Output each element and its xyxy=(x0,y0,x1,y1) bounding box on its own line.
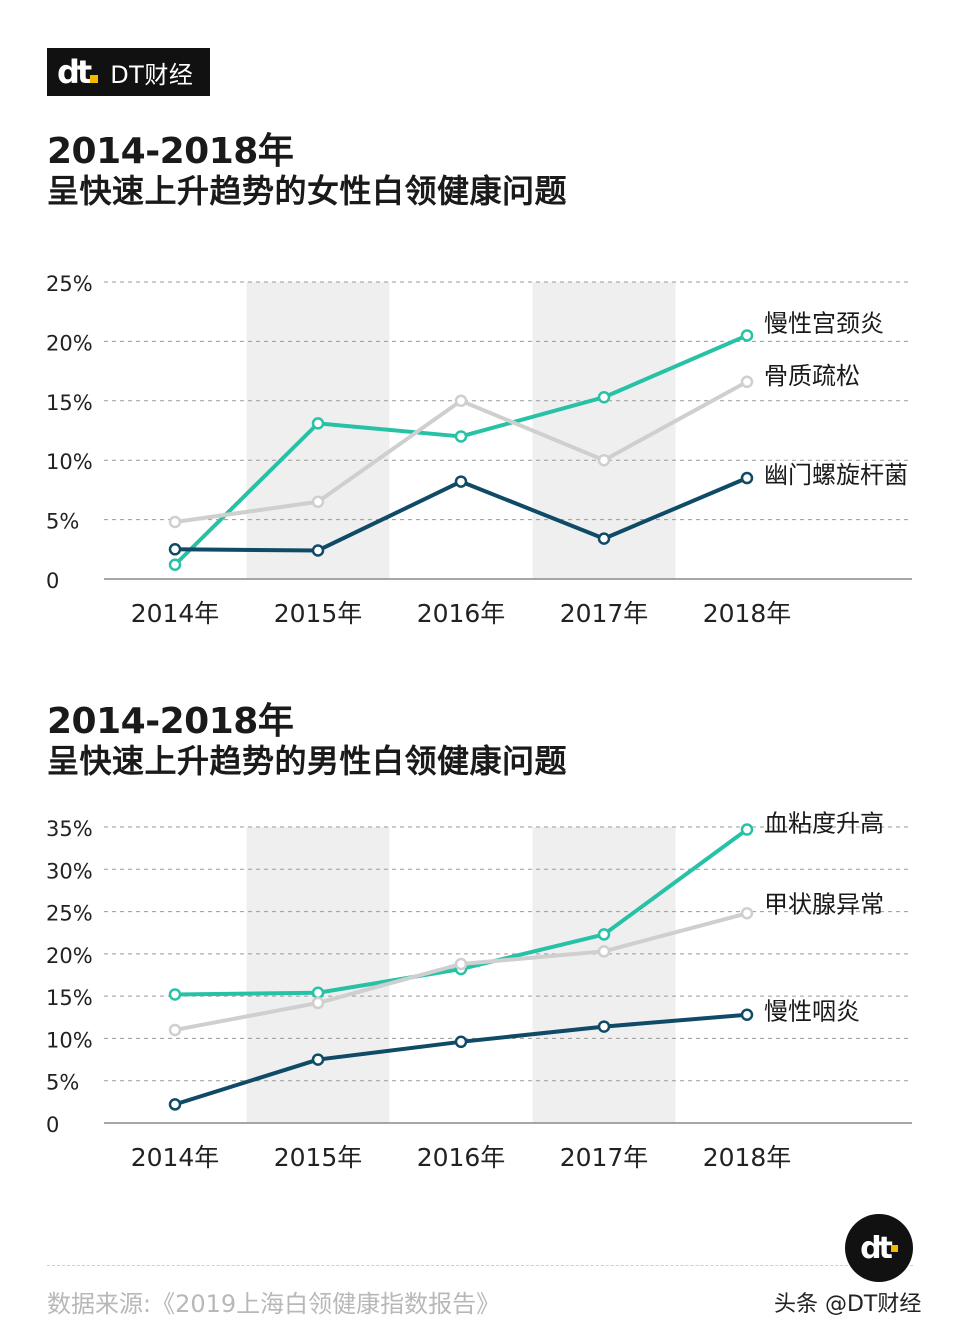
data-point xyxy=(311,495,325,509)
y-tick-label: 35% xyxy=(46,817,93,841)
data-point xyxy=(597,532,611,545)
data-point xyxy=(168,543,182,556)
data-point xyxy=(311,544,325,557)
data-point xyxy=(597,453,611,467)
brand-name: DT财经 xyxy=(110,60,194,89)
data-point xyxy=(168,515,182,529)
data-point xyxy=(597,1020,611,1033)
male-health-line-chart: 0 5% 10% 15% 20% 25% 30% 35% 2014年 2015年 2016年 2017… xyxy=(46,810,912,1172)
y-tick-label: 10% xyxy=(46,1028,93,1052)
y-tick-label: 20% xyxy=(46,944,93,968)
x-tick-label: 2014年 xyxy=(131,1143,220,1172)
data-point xyxy=(311,986,325,1000)
x-tick-label: 2016年 xyxy=(417,1143,506,1172)
series-label: 血粘度升高 xyxy=(764,810,884,838)
data-point xyxy=(311,1053,325,1066)
data-point xyxy=(740,1008,754,1021)
data-point xyxy=(311,417,325,430)
dt-round-logo: dt xyxy=(845,1214,913,1282)
y-tick-label: 20% xyxy=(46,331,93,355)
y-tick-label: 0 xyxy=(46,569,59,593)
chart2-title-years: 2014-2018年 xyxy=(47,701,294,742)
chart1-title: 呈快速上升趋势的女性白领健康问题 xyxy=(47,172,568,210)
y-tick-label: 15% xyxy=(46,391,93,415)
data-point xyxy=(168,1098,182,1111)
data-point xyxy=(454,957,468,971)
x-tick-label: 2017年 xyxy=(560,599,649,628)
x-tick-label: 2017年 xyxy=(560,1143,649,1172)
brand-logo: dt DT财经 xyxy=(47,48,210,96)
y-tick-label: 5% xyxy=(46,510,79,534)
shaded-column xyxy=(532,282,676,579)
chart2-title: 呈快速上升趋势的男性白领健康问题 xyxy=(47,742,568,780)
x-tick-label: 2014年 xyxy=(131,599,220,628)
x-tick-label: 2015年 xyxy=(274,599,363,628)
data-point xyxy=(168,1023,182,1037)
footer-divider xyxy=(47,1265,913,1266)
x-tick-label: 2018年 xyxy=(703,1143,792,1172)
female-health-line-chart: 0 5% 10% 15% 20% 25% 2014年 2015年 2016年 2017年 2018年… xyxy=(46,272,912,628)
y-tick-label: 5% xyxy=(46,1071,79,1095)
shaded-column xyxy=(532,827,676,1123)
data-point xyxy=(454,475,468,488)
series-label: 甲状腺异常 xyxy=(764,890,884,918)
data-point xyxy=(740,907,754,920)
data-point xyxy=(454,1035,468,1049)
series-label: 慢性宫颈炎 xyxy=(764,309,884,337)
data-point xyxy=(597,390,611,404)
dt-logo-mark: dt xyxy=(57,56,99,88)
shaded-column xyxy=(246,827,390,1123)
data-source: 数据来源:《2019上海白领健康指数报告》 xyxy=(47,1290,501,1318)
data-point xyxy=(740,375,754,389)
data-point xyxy=(311,996,325,1010)
y-tick-label: 0 xyxy=(46,1113,59,1137)
y-tick-label: 30% xyxy=(46,859,93,883)
data-point xyxy=(740,823,754,836)
y-tick-label: 25% xyxy=(46,272,93,296)
data-point xyxy=(454,394,468,408)
shaded-column xyxy=(246,282,390,579)
y-tick-label: 25% xyxy=(46,902,93,926)
data-point xyxy=(168,558,182,571)
data-point xyxy=(740,329,754,342)
series-label: 幽门螺旋杆菌 xyxy=(764,461,908,489)
data-point xyxy=(168,988,182,1001)
data-point xyxy=(740,471,754,485)
series-label: 骨质疏松 xyxy=(764,362,860,390)
y-tick-label: 10% xyxy=(46,450,93,474)
x-tick-label: 2016年 xyxy=(417,599,506,628)
data-point xyxy=(597,945,611,958)
series-label: 慢性咽炎 xyxy=(764,998,860,1026)
x-tick-label: 2018年 xyxy=(703,599,792,628)
chart1-title-years: 2014-2018年 xyxy=(47,131,294,172)
data-point xyxy=(454,430,468,443)
platform-watermark: 头条 @DT财经 xyxy=(774,1292,922,1317)
x-tick-label: 2015年 xyxy=(274,1143,363,1172)
data-point xyxy=(597,928,611,941)
y-tick-label: 15% xyxy=(46,986,93,1010)
